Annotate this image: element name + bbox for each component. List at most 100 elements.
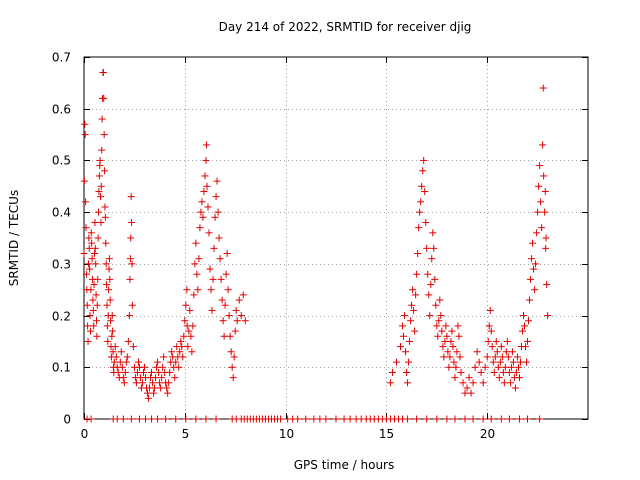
data-point — [225, 312, 233, 320]
data-point — [503, 337, 511, 345]
data-point — [192, 239, 200, 247]
x-tick-label: 0 — [81, 427, 89, 441]
data-point — [201, 172, 209, 180]
data-point — [452, 363, 460, 371]
data-point — [124, 337, 132, 345]
axis-ticks — [84, 57, 588, 420]
data-point — [449, 343, 457, 351]
data-point — [404, 415, 412, 423]
data-point — [100, 94, 108, 102]
data-point — [537, 198, 545, 206]
data-point — [100, 131, 108, 139]
data-point — [119, 374, 127, 382]
data-point — [447, 337, 455, 345]
data-point — [85, 234, 93, 242]
data-point — [228, 363, 236, 371]
data-point — [486, 306, 494, 314]
data-point — [410, 306, 418, 314]
data-point — [213, 177, 221, 185]
data-point — [212, 415, 220, 423]
data-point — [528, 255, 536, 263]
data-point — [128, 218, 136, 226]
data-point — [488, 343, 496, 351]
data-point — [135, 415, 143, 423]
data-point — [163, 384, 171, 392]
data-point — [277, 415, 285, 423]
data-point — [208, 306, 216, 314]
data-point — [415, 224, 423, 232]
data-point — [294, 415, 302, 423]
data-point — [90, 281, 98, 289]
data-point — [535, 182, 543, 190]
data-point — [417, 198, 425, 206]
data-point — [346, 415, 354, 423]
data-point — [508, 348, 516, 356]
data-point — [162, 415, 170, 423]
data-point — [217, 275, 225, 283]
data-point — [203, 182, 211, 190]
data-point — [541, 187, 549, 195]
data-point — [175, 363, 183, 371]
data-point — [302, 415, 310, 423]
data-point — [87, 229, 95, 237]
data-point — [156, 379, 164, 387]
data-point — [223, 250, 231, 258]
data-point — [82, 198, 90, 206]
data-point — [80, 177, 88, 185]
data-point — [157, 384, 165, 392]
data-point — [423, 244, 431, 252]
data-point — [171, 374, 179, 382]
data-point — [168, 348, 176, 356]
data-point — [434, 332, 442, 340]
data-point — [511, 384, 519, 392]
data-point — [495, 374, 503, 382]
data-point — [523, 358, 531, 366]
data-point — [419, 167, 427, 175]
data-point — [522, 343, 530, 351]
data-point — [490, 368, 498, 376]
data-point — [440, 353, 448, 361]
data-point — [84, 322, 92, 330]
data-point — [408, 301, 416, 309]
plot-frame — [83, 56, 589, 420]
data-point — [413, 270, 421, 278]
data-point — [193, 270, 201, 278]
data-point — [202, 156, 210, 164]
data-point — [103, 281, 111, 289]
data-point — [430, 244, 438, 252]
y-tick-label: 0.7 — [52, 51, 71, 65]
data-point — [144, 389, 152, 397]
data-point — [428, 255, 436, 263]
data-point — [185, 327, 193, 335]
data-point — [450, 358, 458, 366]
data-point — [441, 337, 449, 345]
data-point — [198, 198, 206, 206]
data-point — [493, 348, 501, 356]
data-point — [544, 312, 552, 320]
data-point — [230, 353, 238, 361]
data-point — [505, 415, 513, 423]
data-point — [497, 343, 505, 351]
data-point — [178, 343, 186, 351]
data-point — [160, 353, 168, 361]
data-point — [436, 296, 444, 304]
data-point — [98, 146, 106, 154]
data-point — [148, 415, 156, 423]
data-point — [533, 229, 541, 237]
data-point — [86, 265, 94, 273]
data-point — [527, 275, 535, 283]
data-point — [103, 301, 111, 309]
data-point — [105, 265, 113, 273]
data-point — [400, 332, 408, 340]
data-point — [542, 244, 550, 252]
data-point — [536, 162, 544, 170]
data-point — [110, 358, 118, 366]
data-point — [94, 234, 102, 242]
data-point — [93, 332, 101, 340]
data-point — [127, 193, 135, 201]
data-point — [426, 312, 434, 320]
data-point — [108, 312, 116, 320]
data-point — [205, 229, 213, 237]
data-point — [158, 374, 166, 382]
data-point — [119, 415, 127, 423]
